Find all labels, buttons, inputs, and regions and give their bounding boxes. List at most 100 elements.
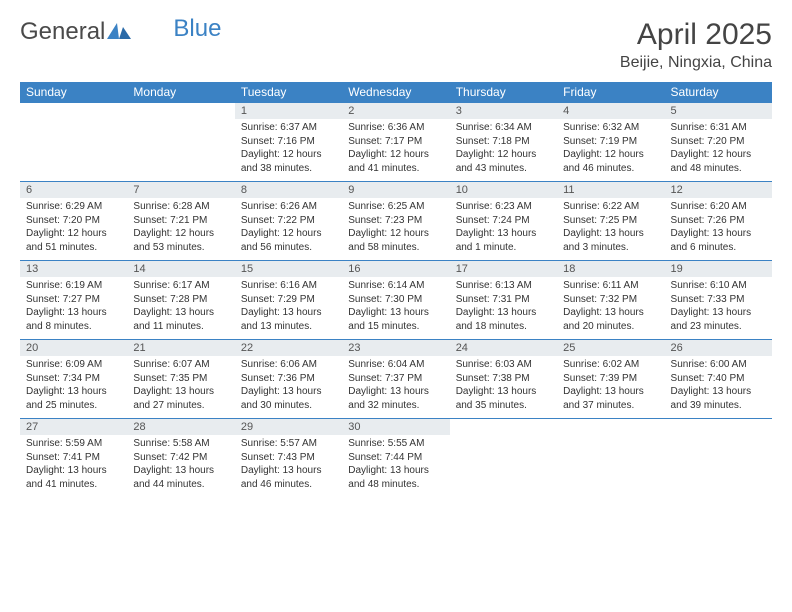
day-cell: Sunrise: 6:13 AMSunset: 7:31 PMDaylight:…: [450, 277, 557, 340]
sunrise-text: Sunrise: 6:34 AM: [456, 121, 551, 135]
sunset-text: Sunset: 7:16 PM: [241, 135, 336, 149]
day-number: 12: [665, 182, 772, 199]
day-number: 5: [665, 103, 772, 120]
day-number: 30: [342, 419, 449, 436]
weekday-header: Saturday: [665, 82, 772, 103]
day-cell: Sunrise: 5:58 AMSunset: 7:42 PMDaylight:…: [127, 435, 234, 497]
sunset-text: Sunset: 7:19 PM: [563, 135, 658, 149]
day-number: [20, 103, 127, 120]
daylight-text: Daylight: 12 hours and 38 minutes.: [241, 148, 336, 175]
day-cell: Sunrise: 6:16 AMSunset: 7:29 PMDaylight:…: [235, 277, 342, 340]
daylight-text: Daylight: 13 hours and 41 minutes.: [26, 464, 121, 491]
day-cell: Sunrise: 6:22 AMSunset: 7:25 PMDaylight:…: [557, 198, 664, 261]
calendar-table: SundayMondayTuesdayWednesdayThursdayFrid…: [20, 82, 772, 497]
daylight-text: Daylight: 13 hours and 1 minute.: [456, 227, 551, 254]
daylight-text: Daylight: 12 hours and 43 minutes.: [456, 148, 551, 175]
day-cell: Sunrise: 5:55 AMSunset: 7:44 PMDaylight:…: [342, 435, 449, 497]
sunrise-text: Sunrise: 6:09 AM: [26, 358, 121, 372]
daylight-text: Daylight: 13 hours and 8 minutes.: [26, 306, 121, 333]
sunset-text: Sunset: 7:31 PM: [456, 293, 551, 307]
sunrise-text: Sunrise: 6:22 AM: [563, 200, 658, 214]
sunrise-text: Sunrise: 6:16 AM: [241, 279, 336, 293]
day-number: 11: [557, 182, 664, 199]
day-cell: [665, 435, 772, 497]
daylight-text: Daylight: 12 hours and 56 minutes.: [241, 227, 336, 254]
daylight-text: Daylight: 13 hours and 48 minutes.: [348, 464, 443, 491]
day-number: 25: [557, 340, 664, 357]
daylight-text: Daylight: 13 hours and 6 minutes.: [671, 227, 766, 254]
daylight-text: Daylight: 12 hours and 48 minutes.: [671, 148, 766, 175]
day-number: 3: [450, 103, 557, 120]
sunrise-text: Sunrise: 5:59 AM: [26, 437, 121, 451]
day-cell: [127, 119, 234, 182]
day-cell: Sunrise: 6:02 AMSunset: 7:39 PMDaylight:…: [557, 356, 664, 419]
sunset-text: Sunset: 7:43 PM: [241, 451, 336, 465]
sunrise-text: Sunrise: 6:11 AM: [563, 279, 658, 293]
day-cell: Sunrise: 6:06 AMSunset: 7:36 PMDaylight:…: [235, 356, 342, 419]
day-cell: Sunrise: 6:04 AMSunset: 7:37 PMDaylight:…: [342, 356, 449, 419]
sunset-text: Sunset: 7:35 PM: [133, 372, 228, 386]
daylight-text: Daylight: 13 hours and 18 minutes.: [456, 306, 551, 333]
weekday-header: Wednesday: [342, 82, 449, 103]
daylight-text: Daylight: 13 hours and 35 minutes.: [456, 385, 551, 412]
day-cell: Sunrise: 6:29 AMSunset: 7:20 PMDaylight:…: [20, 198, 127, 261]
sunrise-text: Sunrise: 6:23 AM: [456, 200, 551, 214]
day-cell: Sunrise: 6:00 AMSunset: 7:40 PMDaylight:…: [665, 356, 772, 419]
day-cell: Sunrise: 6:19 AMSunset: 7:27 PMDaylight:…: [20, 277, 127, 340]
day-number: 6: [20, 182, 127, 199]
sunset-text: Sunset: 7:42 PM: [133, 451, 228, 465]
daynum-row: 27282930: [20, 419, 772, 436]
daylight-text: Daylight: 12 hours and 58 minutes.: [348, 227, 443, 254]
daylight-text: Daylight: 13 hours and 39 minutes.: [671, 385, 766, 412]
day-cell: [557, 435, 664, 497]
sunrise-text: Sunrise: 6:26 AM: [241, 200, 336, 214]
week-row: Sunrise: 5:59 AMSunset: 7:41 PMDaylight:…: [20, 435, 772, 497]
day-cell: Sunrise: 6:34 AMSunset: 7:18 PMDaylight:…: [450, 119, 557, 182]
day-cell: Sunrise: 6:28 AMSunset: 7:21 PMDaylight:…: [127, 198, 234, 261]
day-cell: Sunrise: 5:57 AMSunset: 7:43 PMDaylight:…: [235, 435, 342, 497]
sunset-text: Sunset: 7:24 PM: [456, 214, 551, 228]
sunset-text: Sunset: 7:41 PM: [26, 451, 121, 465]
logo-text-2: Blue: [173, 15, 221, 43]
sunset-text: Sunset: 7:23 PM: [348, 214, 443, 228]
sunrise-text: Sunrise: 6:10 AM: [671, 279, 766, 293]
sunset-text: Sunset: 7:30 PM: [348, 293, 443, 307]
sunrise-text: Sunrise: 5:58 AM: [133, 437, 228, 451]
logo: General Blue: [20, 18, 221, 46]
day-number: 13: [20, 261, 127, 278]
daylight-text: Daylight: 13 hours and 37 minutes.: [563, 385, 658, 412]
sunrise-text: Sunrise: 5:57 AM: [241, 437, 336, 451]
day-number: 17: [450, 261, 557, 278]
daylight-text: Daylight: 12 hours and 46 minutes.: [563, 148, 658, 175]
day-cell: Sunrise: 6:07 AMSunset: 7:35 PMDaylight:…: [127, 356, 234, 419]
day-number: 23: [342, 340, 449, 357]
day-cell: Sunrise: 6:09 AMSunset: 7:34 PMDaylight:…: [20, 356, 127, 419]
day-number: 7: [127, 182, 234, 199]
daylight-text: Daylight: 13 hours and 13 minutes.: [241, 306, 336, 333]
daylight-text: Daylight: 13 hours and 23 minutes.: [671, 306, 766, 333]
day-number: 19: [665, 261, 772, 278]
day-cell: Sunrise: 6:11 AMSunset: 7:32 PMDaylight:…: [557, 277, 664, 340]
day-number: 24: [450, 340, 557, 357]
day-number: 20: [20, 340, 127, 357]
daynum-row: 12345: [20, 103, 772, 120]
sunrise-text: Sunrise: 5:55 AM: [348, 437, 443, 451]
day-cell: [450, 435, 557, 497]
daynum-row: 20212223242526: [20, 340, 772, 357]
day-cell: Sunrise: 6:26 AMSunset: 7:22 PMDaylight:…: [235, 198, 342, 261]
sunset-text: Sunset: 7:21 PM: [133, 214, 228, 228]
sunrise-text: Sunrise: 6:07 AM: [133, 358, 228, 372]
day-cell: Sunrise: 6:10 AMSunset: 7:33 PMDaylight:…: [665, 277, 772, 340]
day-cell: Sunrise: 6:25 AMSunset: 7:23 PMDaylight:…: [342, 198, 449, 261]
day-number: 22: [235, 340, 342, 357]
day-number: 9: [342, 182, 449, 199]
page-location: Beijie, Ningxia, China: [620, 54, 772, 72]
weekday-header: Tuesday: [235, 82, 342, 103]
day-number: 21: [127, 340, 234, 357]
sunrise-text: Sunrise: 6:06 AM: [241, 358, 336, 372]
page-title: April 2025: [620, 18, 772, 52]
day-number: 16: [342, 261, 449, 278]
day-number: 18: [557, 261, 664, 278]
sunrise-text: Sunrise: 6:36 AM: [348, 121, 443, 135]
daynum-row: 6789101112: [20, 182, 772, 199]
